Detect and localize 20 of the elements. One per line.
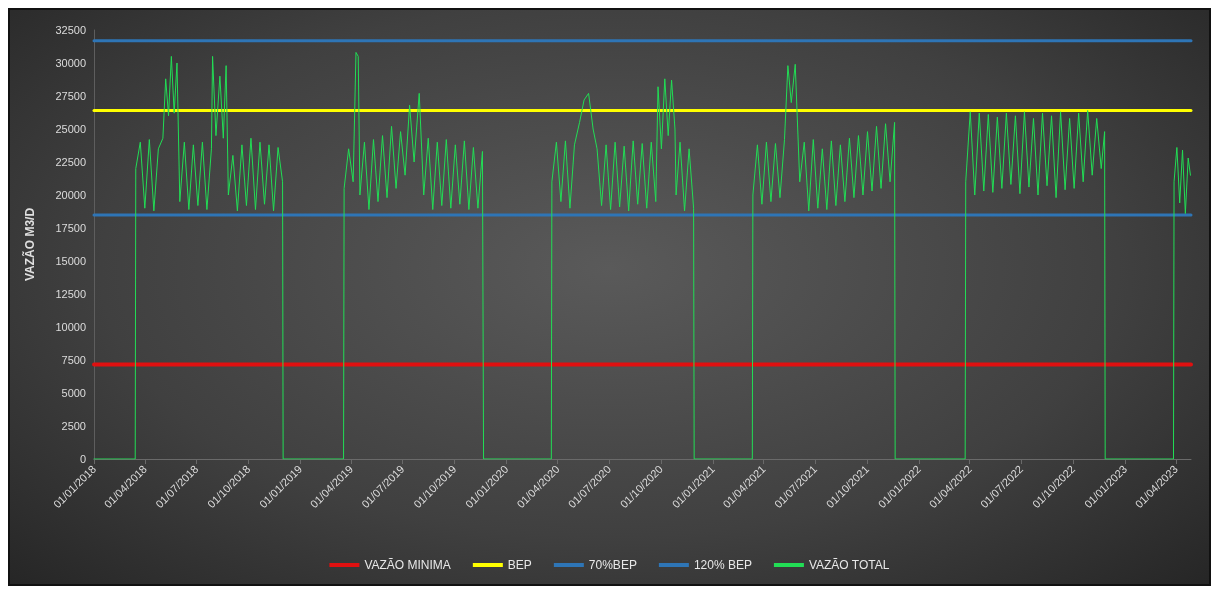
y-tick-label: 12500 (55, 288, 86, 300)
y-tick-label: 17500 (55, 222, 86, 234)
y-tick-label: 30000 (55, 57, 86, 69)
legend-label: 120% BEP (693, 558, 752, 572)
y-tick-label: 27500 (55, 90, 86, 102)
legend-label: 70%BEP (588, 558, 637, 572)
y-tick-label: 15000 (55, 255, 86, 267)
y-tick-label: 5000 (61, 387, 86, 399)
y-axis-title: VAZÃO M3/D (22, 207, 37, 282)
y-tick-label: 10000 (55, 321, 86, 333)
y-tick-label: 32500 (55, 24, 86, 36)
legend-label: BEP (507, 558, 532, 572)
y-tick-label: 22500 (55, 156, 86, 168)
legend-label: VAZÃO MINIMA (364, 558, 451, 572)
legend-label: VAZÃO TOTAL (808, 558, 890, 572)
y-tick-label: 20000 (55, 189, 86, 201)
y-tick-label: 25000 (55, 123, 86, 135)
y-tick-label: 7500 (61, 354, 86, 366)
y-tick-label: 0 (79, 453, 86, 465)
y-tick-label: 2500 (61, 420, 86, 432)
